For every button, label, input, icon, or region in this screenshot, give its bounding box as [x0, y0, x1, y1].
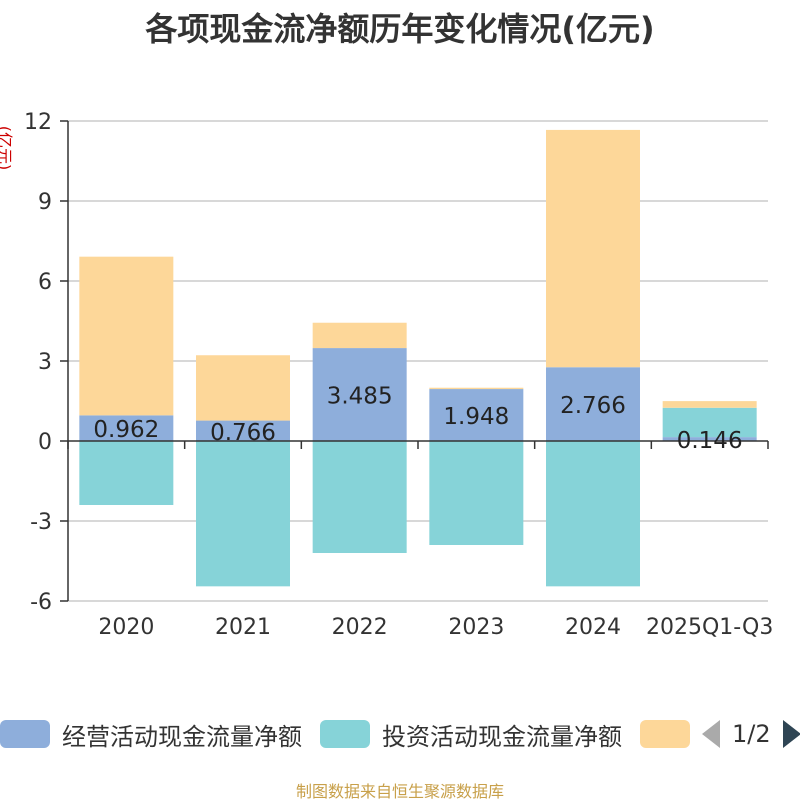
- bar-investing: [546, 441, 640, 587]
- data-source-note: 制图数据来自恒生聚源数据库: [295, 782, 504, 801]
- bar-financing: [312, 322, 407, 349]
- legend-page-indicator: 1/2: [732, 720, 771, 748]
- x-tick-label: 2020: [98, 615, 154, 640]
- bar-operating: [662, 437, 757, 441]
- y-tick-label: -6: [30, 590, 52, 615]
- y-tick-label: 0: [38, 430, 52, 455]
- bar-operating: [196, 420, 290, 441]
- data-label-operating: 0.146: [677, 428, 743, 454]
- x-tick-label: 2025Q1-Q3: [646, 615, 773, 640]
- legend-swatch-operating: [0, 720, 50, 748]
- bar-investing: [196, 441, 290, 587]
- y-tick-label: 3: [38, 350, 52, 375]
- bar-operating: [79, 415, 174, 441]
- legend-label-operating: 经营活动现金流量净额: [62, 722, 302, 751]
- chart-plot: -6 -3 0 3 6 9 12 2020 2021 2022 2023 2024 2025Q1-Q3…: [24, 110, 773, 640]
- legend-swatch-financing: [640, 720, 690, 748]
- x-tick-label: 2021: [215, 615, 271, 640]
- bar-financing: [79, 256, 174, 416]
- bar-investing: [662, 407, 757, 438]
- data-label-operating: 3.485: [327, 384, 393, 410]
- x-tick-label: 2023: [448, 615, 504, 640]
- y-tick-label: 9: [38, 190, 52, 215]
- legend-item-operating[interactable]: 经营活动现金流量净额: [0, 714, 302, 754]
- bar-financing: [662, 401, 757, 408]
- legend-label-investing: 投资活动现金流量净额: [382, 722, 622, 751]
- x-tick-label: 2024: [565, 615, 621, 640]
- legend-next-icon[interactable]: [782, 720, 800, 748]
- bar-operating: [312, 348, 407, 441]
- chart-title: 各项现金流净额历年变化情况(亿元): [145, 10, 655, 48]
- data-label-operating: 1.948: [443, 404, 509, 430]
- legend-swatch-investing: [320, 720, 370, 748]
- y-tick-label: 12: [24, 110, 52, 135]
- bar-operating: [546, 367, 640, 441]
- bar-financing: [546, 129, 640, 368]
- data-label-operating: 0.766: [210, 420, 276, 446]
- legend: 经营活动现金流量净额 投资活动现金流量净额 1/2: [0, 714, 800, 754]
- bar-investing: [79, 441, 174, 505]
- x-tick-label: 2022: [332, 615, 388, 640]
- bar-financing: [429, 387, 524, 390]
- bar-investing: [312, 441, 407, 553]
- bar-investing: [429, 441, 524, 545]
- y-tick-label: 6: [38, 270, 52, 295]
- legend-item-financing[interactable]: [640, 714, 690, 754]
- bar-financing: [196, 355, 290, 421]
- legend-pager: 1/2: [700, 714, 800, 754]
- legend-prev-icon[interactable]: [702, 720, 720, 748]
- data-label-operating: 0.962: [93, 417, 159, 443]
- data-label-operating: 2.766: [560, 393, 626, 419]
- y-tick-label: -3: [30, 510, 52, 535]
- legend-item-investing[interactable]: 投资活动现金流量净额: [320, 714, 622, 754]
- bar-operating: [429, 389, 524, 441]
